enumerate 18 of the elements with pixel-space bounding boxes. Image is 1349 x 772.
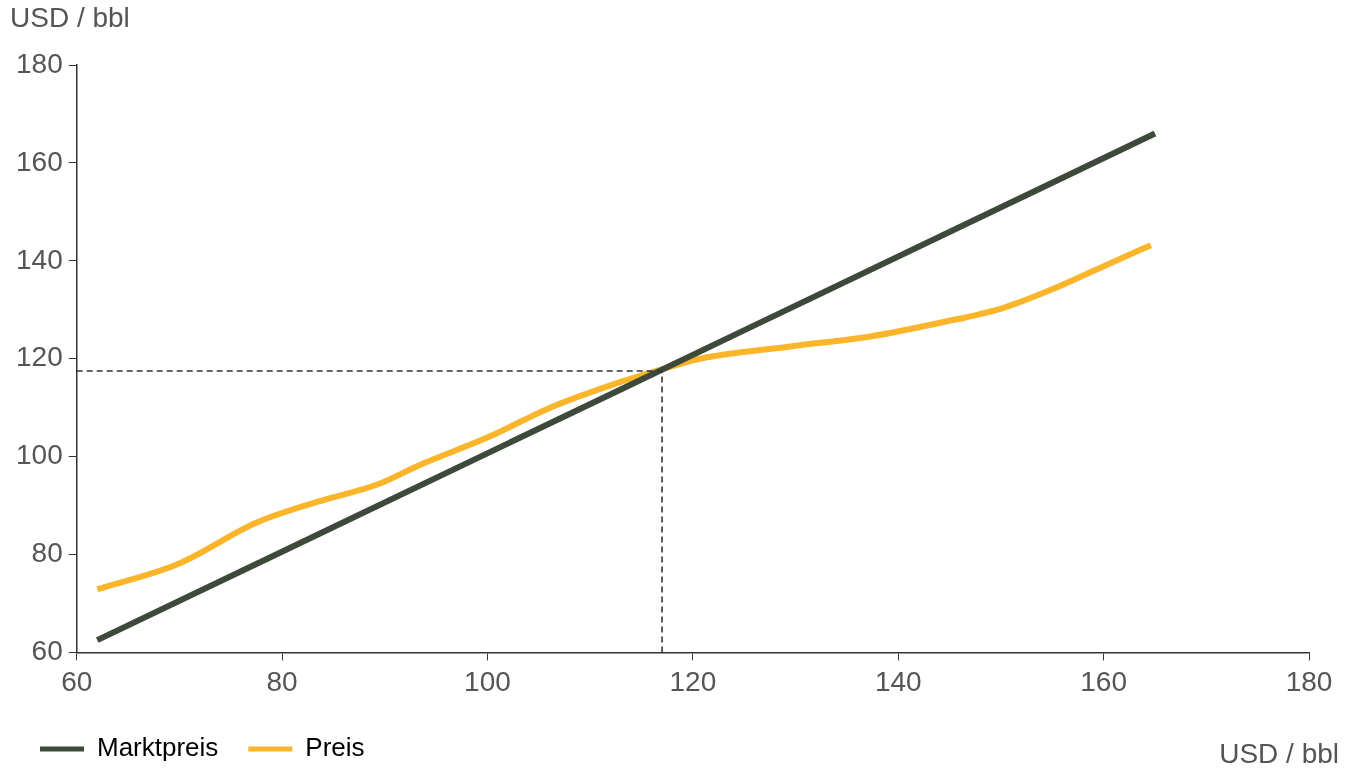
x-tick-label: 160 [1080, 665, 1127, 697]
y-tick-label: 100 [16, 439, 63, 471]
x-tick-label: 60 [61, 665, 93, 697]
legend-label: Marktpreis [97, 732, 219, 763]
x-tick-label: 140 [874, 665, 922, 697]
x-tick-label: 100 [464, 665, 511, 697]
y-tick-label: 160 [16, 145, 63, 177]
y-tick-label: 180 [16, 47, 63, 79]
x-tick-label: 180 [1285, 665, 1333, 697]
y-tick-label: 80 [31, 537, 63, 569]
y-axis-title: USD / bbl [10, 2, 130, 34]
y-tick-label: 60 [31, 635, 63, 667]
x-tick-label: 80 [266, 665, 298, 697]
x-tick-label: 120 [669, 665, 717, 697]
legend-label: Preis [305, 732, 365, 763]
y-tick-label: 120 [16, 341, 63, 373]
y-tick-label: 140 [16, 243, 63, 275]
x-axis-title: USD / bbl [1219, 738, 1339, 770]
